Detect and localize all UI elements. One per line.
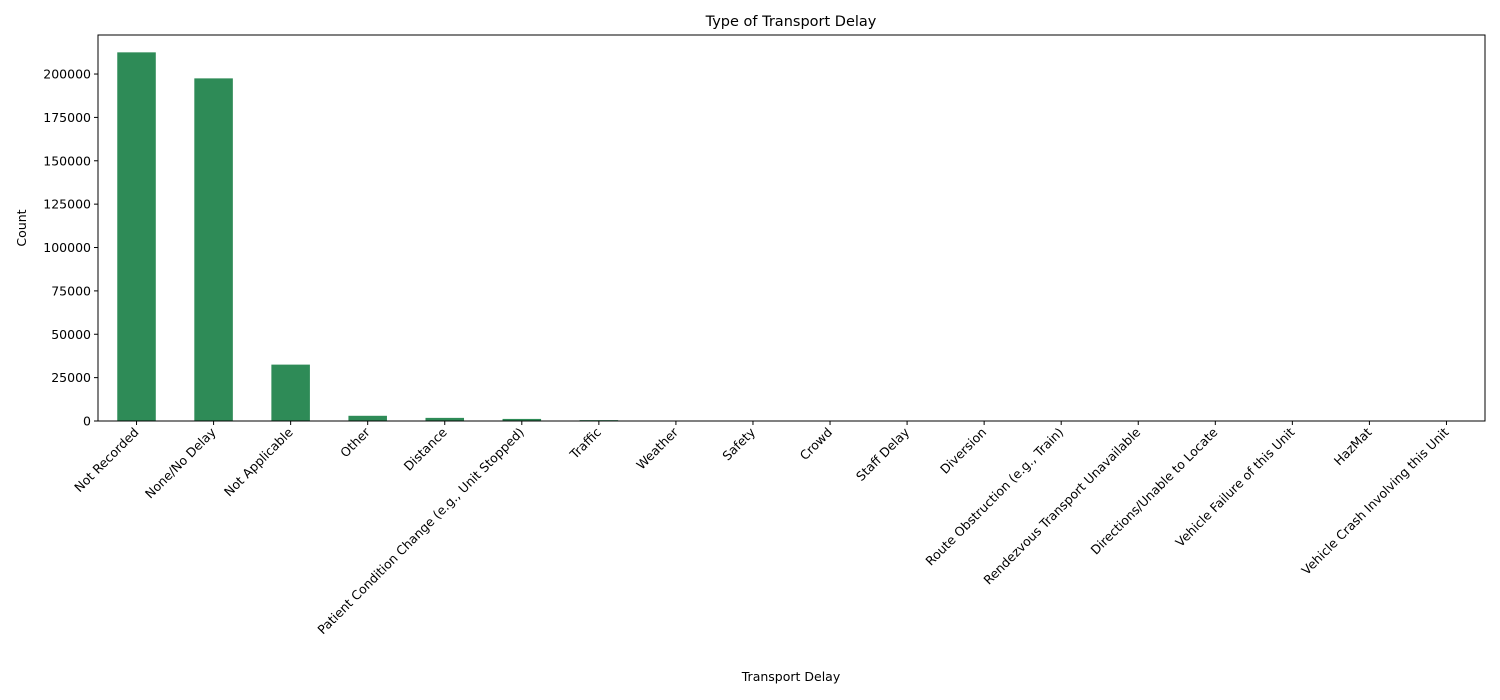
y-tick-label: 75000 [51,283,91,298]
x-tick-label: Not Recorded [71,425,141,495]
x-tick-label: Vehicle Crash Involving this Unit [1298,424,1451,577]
x-tick-label: Crowd [797,425,835,463]
plot-frame [97,34,1486,422]
y-tick-label: 100000 [43,240,91,255]
x-tick-label: Distance [401,424,450,473]
x-tick-label: Directions/Unable to Locate [1087,424,1220,557]
x-tick-label: Route Obstruction (e.g., Train) [922,425,1066,569]
x-axis-label: Transport Delay [741,669,841,684]
y-tick-label: 175000 [43,110,91,125]
bar-3 [348,415,387,421]
x-tick-label: Traffic [566,424,604,462]
bar-5 [502,418,542,421]
bar-1 [194,78,233,421]
bar-4 [425,417,465,421]
y-axis-ticks: 0 25000 50000 75000 100000 125000 150000 175000… [43,67,98,429]
x-tick-label: Rendezvous Transport Unavailable [980,424,1143,587]
bar-0 [117,52,156,421]
x-tick-label: Diversion [937,425,989,477]
y-tick-label: 150000 [43,153,91,168]
y-tick-label: 25000 [51,370,91,385]
y-axis-label: Count [14,209,29,246]
x-tick-label: Staff Delay [853,424,913,484]
x-tick-label: Not Applicable [221,424,296,499]
y-tick-label: 125000 [43,197,91,212]
y-tick-label: 200000 [43,67,91,82]
x-tick-label: Weather [633,424,681,472]
y-tick-label: 0 [83,414,91,429]
x-tick-label: Other [337,424,373,460]
x-tick-label: HazMat [1331,424,1375,468]
x-axis-ticks: Not Recorded None/No Delay Not Applicable O… [71,421,1452,637]
chart-title: Type of Transport Delay [705,14,877,30]
bars-group [117,52,1466,421]
x-tick-label: None/No Delay [142,424,219,501]
bar-2 [271,364,310,421]
y-tick-label: 50000 [51,327,91,342]
x-tick-label: Safety [719,424,758,463]
